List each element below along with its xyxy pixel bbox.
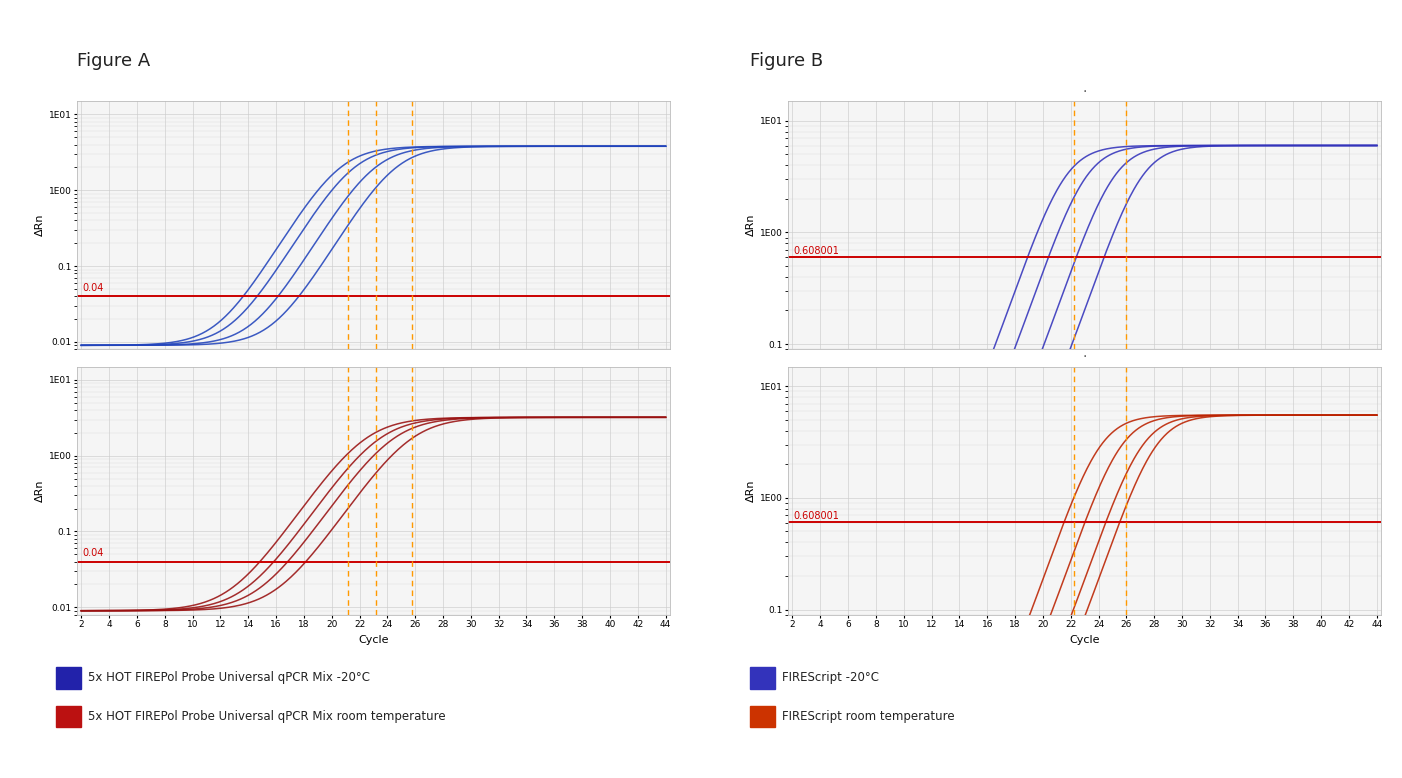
Text: FIREScript room temperature: FIREScript room temperature: [782, 710, 955, 723]
Text: 0.04: 0.04: [83, 282, 104, 293]
Y-axis label: ΔRn: ΔRn: [746, 479, 756, 502]
Y-axis label: ΔRn: ΔRn: [35, 479, 45, 502]
Text: 5x HOT FIREPol Probe Universal qPCR Mix room temperature: 5x HOT FIREPol Probe Universal qPCR Mix …: [88, 710, 446, 723]
Text: 0.608001: 0.608001: [794, 246, 840, 256]
Text: 5x HOT FIREPol Probe Universal qPCR Mix -20°C: 5x HOT FIREPol Probe Universal qPCR Mix …: [88, 671, 370, 684]
Text: 0.04: 0.04: [83, 548, 104, 558]
Text: 0.608001: 0.608001: [794, 511, 840, 521]
Text: Figure A: Figure A: [77, 52, 150, 70]
X-axis label: Cycle: Cycle: [1070, 635, 1101, 645]
Y-axis label: ΔRn: ΔRn: [35, 214, 45, 237]
Y-axis label: ΔRn: ΔRn: [746, 214, 756, 237]
Text: ·: ·: [1082, 85, 1087, 99]
X-axis label: Cycle: Cycle: [358, 635, 388, 645]
Text: Figure B: Figure B: [750, 52, 823, 70]
Text: FIREScript -20°C: FIREScript -20°C: [782, 671, 879, 684]
Text: ·: ·: [1082, 350, 1087, 364]
